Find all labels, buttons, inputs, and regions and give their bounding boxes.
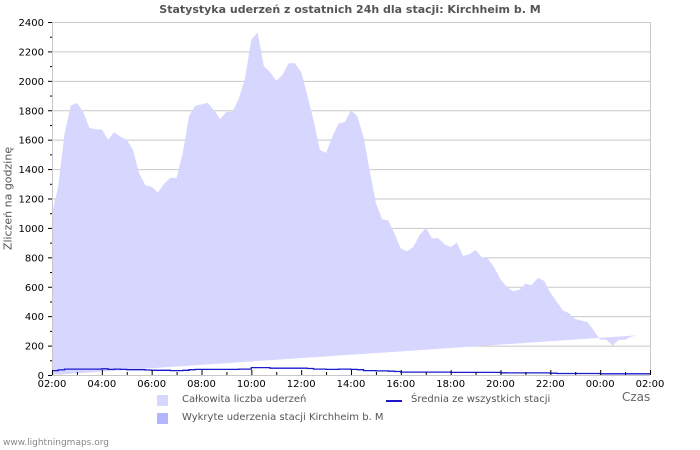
svg-text:10:00: 10:00	[237, 379, 266, 390]
x-axis-label: Czas	[622, 390, 651, 404]
legend-swatch-detected	[157, 413, 168, 424]
svg-text:20:00: 20:00	[486, 379, 515, 390]
svg-text:18:00: 18:00	[436, 379, 465, 390]
svg-text:12:00: 12:00	[287, 379, 316, 390]
svg-text:1600: 1600	[19, 136, 44, 147]
chart-title: Statystyka uderzeń z ostatnich 24h dla s…	[159, 3, 541, 16]
average-line	[52, 366, 650, 375]
y-axis-ticks: 0 200 400 600 800 1000 1200 1400 1600 1800 2000 220…	[19, 18, 52, 382]
total-strikes-area	[52, 32, 638, 376]
legend-label-detected: Wykryte uderzenia stacji Kirchheim b. M	[182, 412, 384, 423]
svg-text:2200: 2200	[19, 47, 44, 58]
svg-text:1200: 1200	[19, 195, 44, 206]
svg-text:16:00: 16:00	[386, 379, 415, 390]
legend-label-average: Średnia ze wszystkich stacji	[411, 394, 551, 405]
svg-text:2400: 2400	[19, 18, 44, 29]
svg-text:22:00: 22:00	[536, 379, 565, 390]
svg-text:600: 600	[25, 283, 44, 294]
svg-text:1400: 1400	[19, 165, 44, 176]
svg-text:2000: 2000	[19, 77, 44, 88]
legend-swatch-total	[157, 395, 168, 406]
svg-text:08:00: 08:00	[187, 379, 216, 390]
svg-text:200: 200	[25, 342, 44, 353]
footer-link[interactable]: www.lightningmaps.org	[3, 438, 109, 448]
svg-text:1800: 1800	[19, 106, 44, 117]
svg-text:0: 0	[38, 371, 44, 382]
x-axis-ticks: 02:00 04:00 06:00 08:00 10:00 12:00 14:00 16:00…	[38, 370, 665, 390]
svg-text:400: 400	[25, 312, 44, 323]
svg-text:00:00: 00:00	[586, 379, 615, 390]
svg-text:1000: 1000	[19, 224, 44, 235]
svg-text:02:00: 02:00	[38, 379, 67, 390]
legend-swatch-average	[386, 400, 402, 402]
axes	[52, 22, 651, 376]
svg-text:06:00: 06:00	[137, 379, 166, 390]
svg-text:800: 800	[25, 253, 44, 264]
svg-text:04:00: 04:00	[87, 379, 116, 390]
legend-label-total: Całkowita liczba uderzeń	[182, 394, 307, 405]
svg-text:14:00: 14:00	[337, 379, 366, 390]
svg-text:02:00: 02:00	[636, 379, 665, 390]
